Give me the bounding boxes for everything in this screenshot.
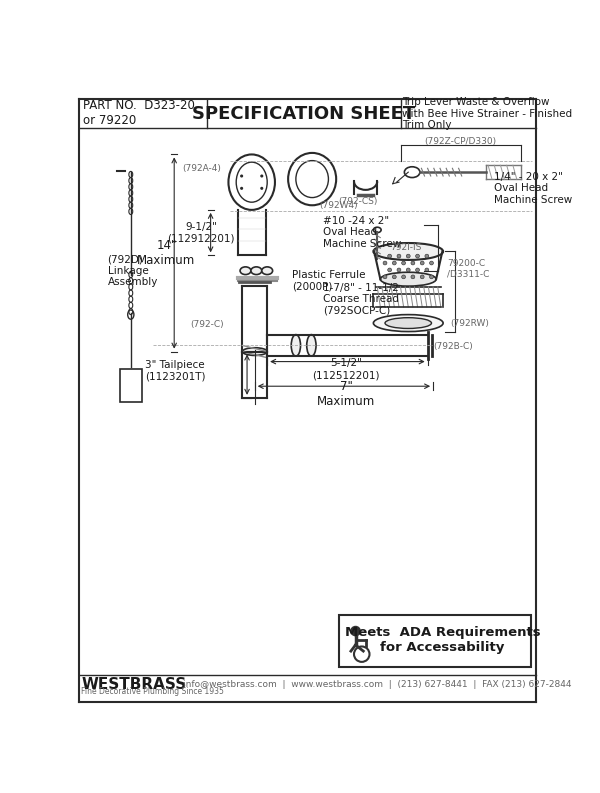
Circle shape (392, 275, 396, 279)
Circle shape (416, 255, 419, 258)
Ellipse shape (251, 267, 262, 274)
Ellipse shape (242, 347, 267, 355)
Circle shape (425, 268, 429, 272)
Ellipse shape (380, 272, 436, 286)
Circle shape (351, 626, 360, 636)
Circle shape (420, 275, 424, 279)
Circle shape (406, 268, 410, 272)
Circle shape (430, 261, 433, 265)
Ellipse shape (307, 335, 316, 356)
Text: Fine Decorative Plumbing Since 1935: Fine Decorative Plumbing Since 1935 (81, 688, 224, 696)
Circle shape (383, 261, 387, 265)
Bar (120, 370, 142, 401)
Circle shape (392, 261, 396, 265)
Text: info@westbrass.com  |  www.westbrass.com  |  (213) 627-8441  |  FAX (213) 627-28: info@westbrass.com | www.westbrass.com |… (183, 680, 571, 688)
Ellipse shape (262, 267, 272, 274)
Text: 1-7/8" - 11-1/2
Coarse Thread
(792SOCP-C): 1-7/8" - 11-1/2 Coarse Thread (792SOCP-C… (323, 282, 399, 316)
Text: Meets  ADA Requirements
for Accessability: Meets ADA Requirements for Accessability (344, 626, 540, 653)
Circle shape (240, 187, 243, 190)
Ellipse shape (240, 267, 251, 274)
Text: SPECIFICATION SHEET: SPECIFICATION SHEET (192, 105, 415, 123)
Text: (792-CS): (792-CS) (338, 197, 377, 206)
Ellipse shape (373, 315, 443, 331)
Text: PART NO.  D323-20
or 79220: PART NO. D323-20 or 79220 (83, 99, 194, 127)
Text: WESTBRASS: WESTBRASS (81, 676, 187, 691)
Text: (792D)
Linkage
Assembly: (792D) Linkage Assembly (107, 254, 158, 287)
Text: #10 -24 x 2"
Oval Head
Machine Screw: #10 -24 x 2" Oval Head Machine Screw (323, 216, 401, 249)
Ellipse shape (291, 335, 301, 356)
Text: 79200-C
/D3311-C: 79200-C /D3311-C (447, 259, 490, 278)
Text: 9-1/2"
(112912201): 9-1/2" (112912201) (167, 222, 235, 243)
Circle shape (388, 268, 392, 272)
Ellipse shape (373, 243, 443, 260)
Circle shape (388, 255, 392, 258)
Circle shape (430, 275, 433, 279)
Text: (792RW): (792RW) (450, 319, 489, 328)
Circle shape (411, 275, 415, 279)
Text: (792B-C): (792B-C) (433, 342, 473, 351)
Text: Plastic Ferrule
(2000P): Plastic Ferrule (2000P) (292, 270, 365, 292)
Ellipse shape (385, 318, 431, 328)
Circle shape (260, 174, 263, 178)
Text: (792W4): (792W4) (319, 201, 358, 210)
Text: 792I-IS: 792I-IS (391, 243, 422, 252)
Circle shape (425, 255, 429, 258)
Bar (338, 615, 531, 667)
Text: (792Z-CP/D330): (792Z-CP/D330) (424, 137, 496, 146)
Circle shape (240, 174, 243, 178)
Circle shape (416, 268, 419, 272)
Text: 5-1/2"
(112512201): 5-1/2" (112512201) (313, 358, 380, 380)
Circle shape (420, 261, 424, 265)
Text: 7"
Maximum: 7" Maximum (317, 380, 376, 408)
Circle shape (383, 275, 387, 279)
Circle shape (411, 261, 415, 265)
Text: (792-C): (792-C) (190, 320, 224, 329)
Circle shape (406, 255, 410, 258)
Text: 1/4" - 20 x 2"
Oval Head
Machine Screw: 1/4" - 20 x 2" Oval Head Machine Screw (493, 172, 572, 205)
Circle shape (397, 255, 401, 258)
Circle shape (397, 268, 401, 272)
Circle shape (401, 275, 406, 279)
Text: (792A-4): (792A-4) (182, 164, 221, 173)
Text: 3" Tailpiece
(1123201T): 3" Tailpiece (1123201T) (145, 360, 205, 381)
Text: Trip Lever Waste & Overflow
with Bee Hive Strainer - Finished
Trim Only: Trip Lever Waste & Overflow with Bee Hiv… (402, 97, 572, 130)
Text: 14"
Maximum: 14" Maximum (137, 239, 196, 267)
Circle shape (260, 187, 263, 190)
Circle shape (401, 261, 406, 265)
